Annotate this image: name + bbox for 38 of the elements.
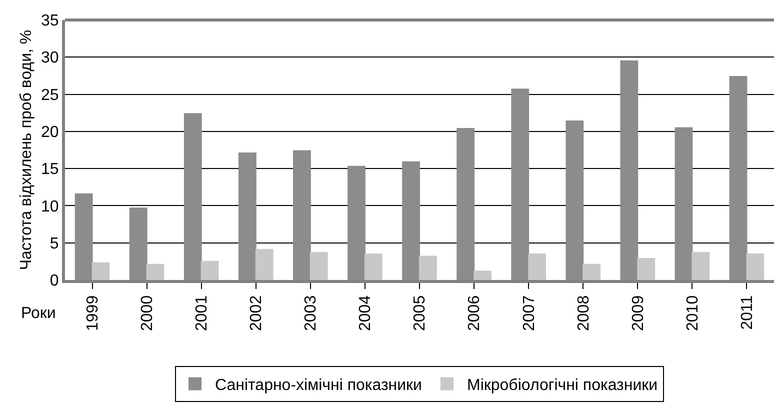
x-tick-label: 2011 [738, 295, 756, 330]
bar [419, 256, 437, 280]
x-tick-label: 2008 [575, 295, 592, 331]
x-tick-label: 2009 [630, 295, 647, 331]
x-tick-label: 2006 [466, 295, 484, 331]
bar [528, 254, 546, 280]
bar [146, 264, 164, 280]
legend-label: Санітарно-хімічні показники [215, 376, 422, 394]
x-axis-title: Роки [21, 305, 56, 322]
bar [637, 258, 656, 280]
bar [474, 270, 492, 280]
y-axis-title: Частота відхилень проб води, % [18, 30, 35, 270]
bar [255, 249, 274, 280]
x-tick-label: 2003 [302, 295, 320, 331]
y-tick-label: 20 [41, 124, 59, 142]
x-tick-label: 1999 [84, 295, 102, 331]
y-tick-label: 10 [41, 198, 59, 216]
bar [92, 262, 110, 280]
x-tick-label: 2007 [520, 295, 538, 331]
x-tick-label: 2001 [194, 295, 211, 331]
x-tick-label: 2005 [412, 295, 429, 331]
bar [200, 260, 219, 280]
y-tick-label: 0 [50, 272, 59, 290]
legend-label: Мікробіологічні показники [467, 376, 658, 394]
y-tick-label: 15 [41, 161, 59, 178]
bar [746, 254, 764, 280]
x-tick-label: 2000 [139, 295, 156, 331]
y-tick-label: 25 [41, 86, 59, 104]
x-tick-label: 2010 [684, 295, 702, 331]
y-tick-label: 5 [50, 235, 59, 252]
y-tick-label: 35 [41, 12, 59, 30]
x-tick-label: 2002 [248, 295, 266, 331]
bar [692, 252, 710, 280]
x-tick-label: 2004 [357, 295, 374, 331]
bar [582, 264, 601, 280]
y-tick-label: 30 [41, 50, 59, 67]
bar [310, 252, 328, 280]
bar [364, 254, 382, 280]
